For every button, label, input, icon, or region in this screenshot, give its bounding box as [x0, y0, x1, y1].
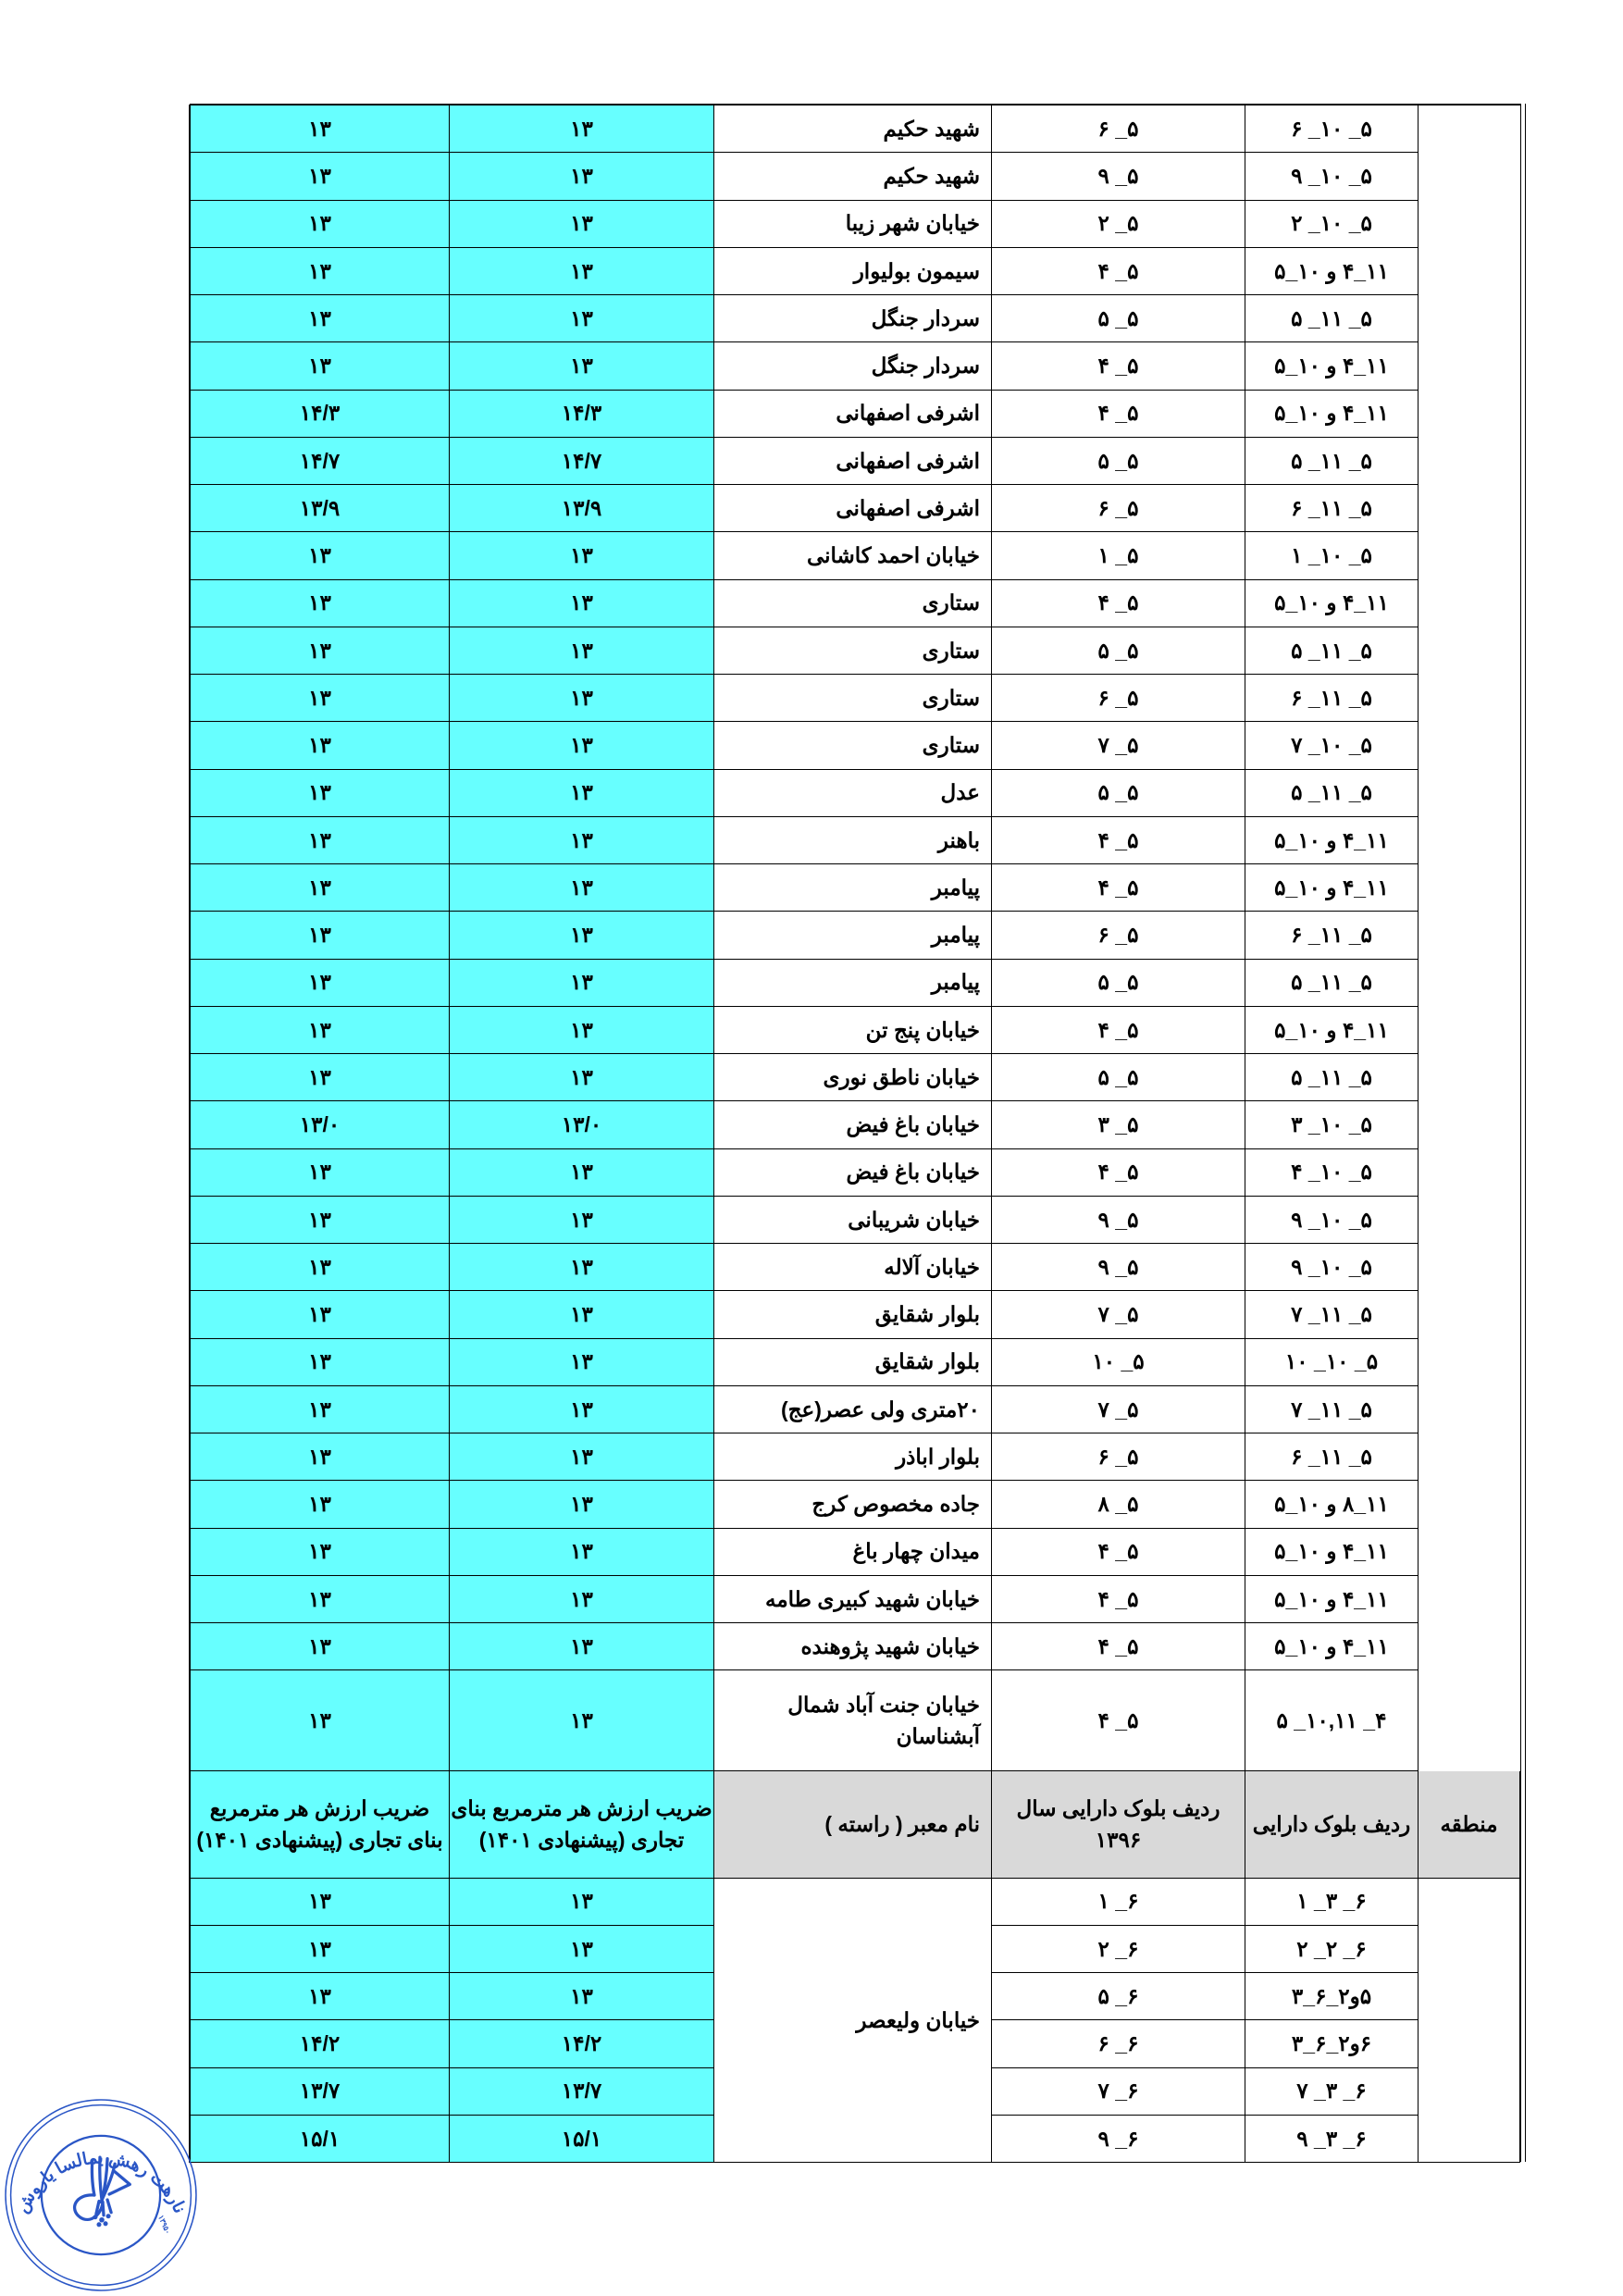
- svg-text:۱۳۹۵۰: ۱۳۹۵۰: [156, 2214, 172, 2235]
